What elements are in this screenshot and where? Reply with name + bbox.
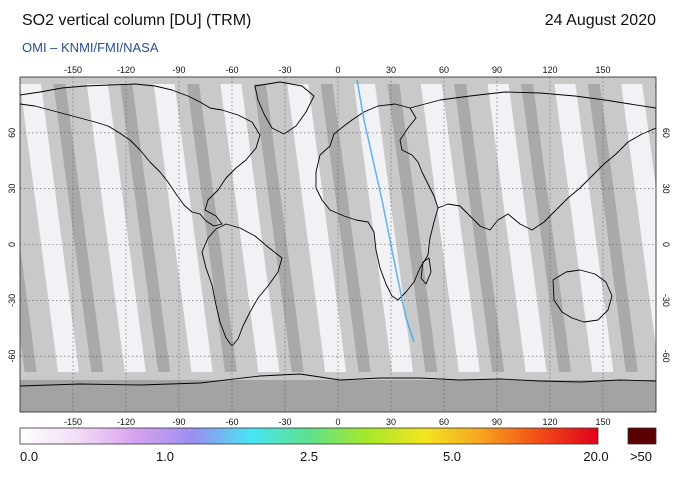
south-america-coastline <box>201 223 283 347</box>
swath-7 <box>153 84 213 372</box>
map-title: SO2 vertical column [DU] (TRM) <box>22 12 252 29</box>
lat-tick-right--30: -30 <box>661 294 671 307</box>
swath-11 <box>287 84 347 372</box>
lon-tick-top-150: 150 <box>595 65 610 75</box>
colorbar-overflow-box <box>627 427 657 445</box>
map-frame <box>19 76 657 413</box>
lon-tick-top-120: 120 <box>542 65 557 75</box>
north-america-coastline <box>20 83 261 227</box>
colorbar-label-20: 20.0 <box>583 449 609 464</box>
colorbar-label-overflow: >50 <box>629 449 653 464</box>
lon-tick-top-0: 0 <box>335 65 340 75</box>
lon-tick-bottom--60: -60 <box>225 417 238 427</box>
lat-tick-right-60: 60 <box>661 128 671 138</box>
swath-4 <box>53 84 104 372</box>
colorbar-label-5: 5.0 <box>442 449 462 464</box>
colorbar <box>19 427 599 445</box>
so2-retrieval-trace <box>356 79 415 343</box>
lon-tick-top--90: -90 <box>172 65 185 75</box>
lon-tick-top--60: -60 <box>225 65 238 75</box>
swath-1 <box>0 84 12 372</box>
lat-tick-left-0: 0 <box>7 242 17 247</box>
lat-tick-right-0: 0 <box>661 242 671 247</box>
swath-9 <box>220 84 280 372</box>
lat-tick-left-60: 60 <box>7 128 17 138</box>
lon-tick-bottom--90: -90 <box>172 417 185 427</box>
swath-2 <box>20 246 37 372</box>
orbit-swaths <box>0 84 656 372</box>
continents <box>20 81 656 387</box>
greenland-coastline <box>254 81 315 135</box>
lon-tick-top-60: 60 <box>439 65 449 75</box>
lon-tick-top-30: 30 <box>386 65 396 75</box>
swath-12 <box>320 84 371 372</box>
lon-tick-top--150: -150 <box>64 65 82 75</box>
lon-tick-bottom-120: 120 <box>542 417 557 427</box>
lon-tick-top--120: -120 <box>117 65 135 75</box>
swath-5 <box>86 84 146 372</box>
swath-16 <box>454 84 505 372</box>
map-area <box>0 77 656 412</box>
lat-tick-left--30: -30 <box>7 294 17 307</box>
madagascar-coastline <box>420 257 432 285</box>
swath-19 <box>554 84 614 372</box>
colorbar-label-0: 0.0 <box>20 449 39 464</box>
swath-6 <box>120 84 171 372</box>
europe-africa-coastline <box>315 103 439 301</box>
australia-coastline <box>552 269 613 323</box>
lon-tick-top-90: 90 <box>492 65 502 75</box>
lon-tick-bottom-90: 90 <box>492 417 502 427</box>
axis-tick-labels: -150 -150 -120 -120 -90 -90 -60 -60 -30 -30 0 0 30 30… <box>7 65 671 427</box>
colorbar-label-1: 1.0 <box>155 449 175 464</box>
swath-15 <box>420 84 480 372</box>
lat-tick-left--60: -60 <box>7 350 17 363</box>
lon-tick-bottom--120: -120 <box>117 417 135 427</box>
colorbar-label-2-5: 2.5 <box>299 449 319 464</box>
swath-20 <box>587 84 638 372</box>
swath-14 <box>387 84 438 372</box>
map-date: 24 August 2020 <box>544 12 656 29</box>
lat-tick-right-30: 30 <box>661 184 671 194</box>
swath-18 <box>521 84 571 372</box>
credit-line: OMI – KNMI/FMI/NASA <box>22 40 159 55</box>
lat-tick-left-30: 30 <box>7 184 17 194</box>
asia-coastline <box>409 91 656 231</box>
lon-tick-top--30: -30 <box>278 65 291 75</box>
swath-21 <box>621 84 656 348</box>
lat-tick-right--60: -60 <box>661 350 671 363</box>
lon-tick-bottom--150: -150 <box>64 417 82 427</box>
lon-tick-bottom-60: 60 <box>439 417 449 427</box>
swath-17 <box>487 84 547 372</box>
swath-10 <box>253 84 304 372</box>
lon-tick-bottom-150: 150 <box>595 417 610 427</box>
lon-tick-bottom--30: -30 <box>278 417 291 427</box>
swath-8 <box>187 84 237 372</box>
swath-3 <box>20 84 79 372</box>
lon-tick-bottom-0: 0 <box>335 417 340 427</box>
lon-tick-bottom-30: 30 <box>386 417 396 427</box>
antarctica-coastline <box>20 373 656 387</box>
